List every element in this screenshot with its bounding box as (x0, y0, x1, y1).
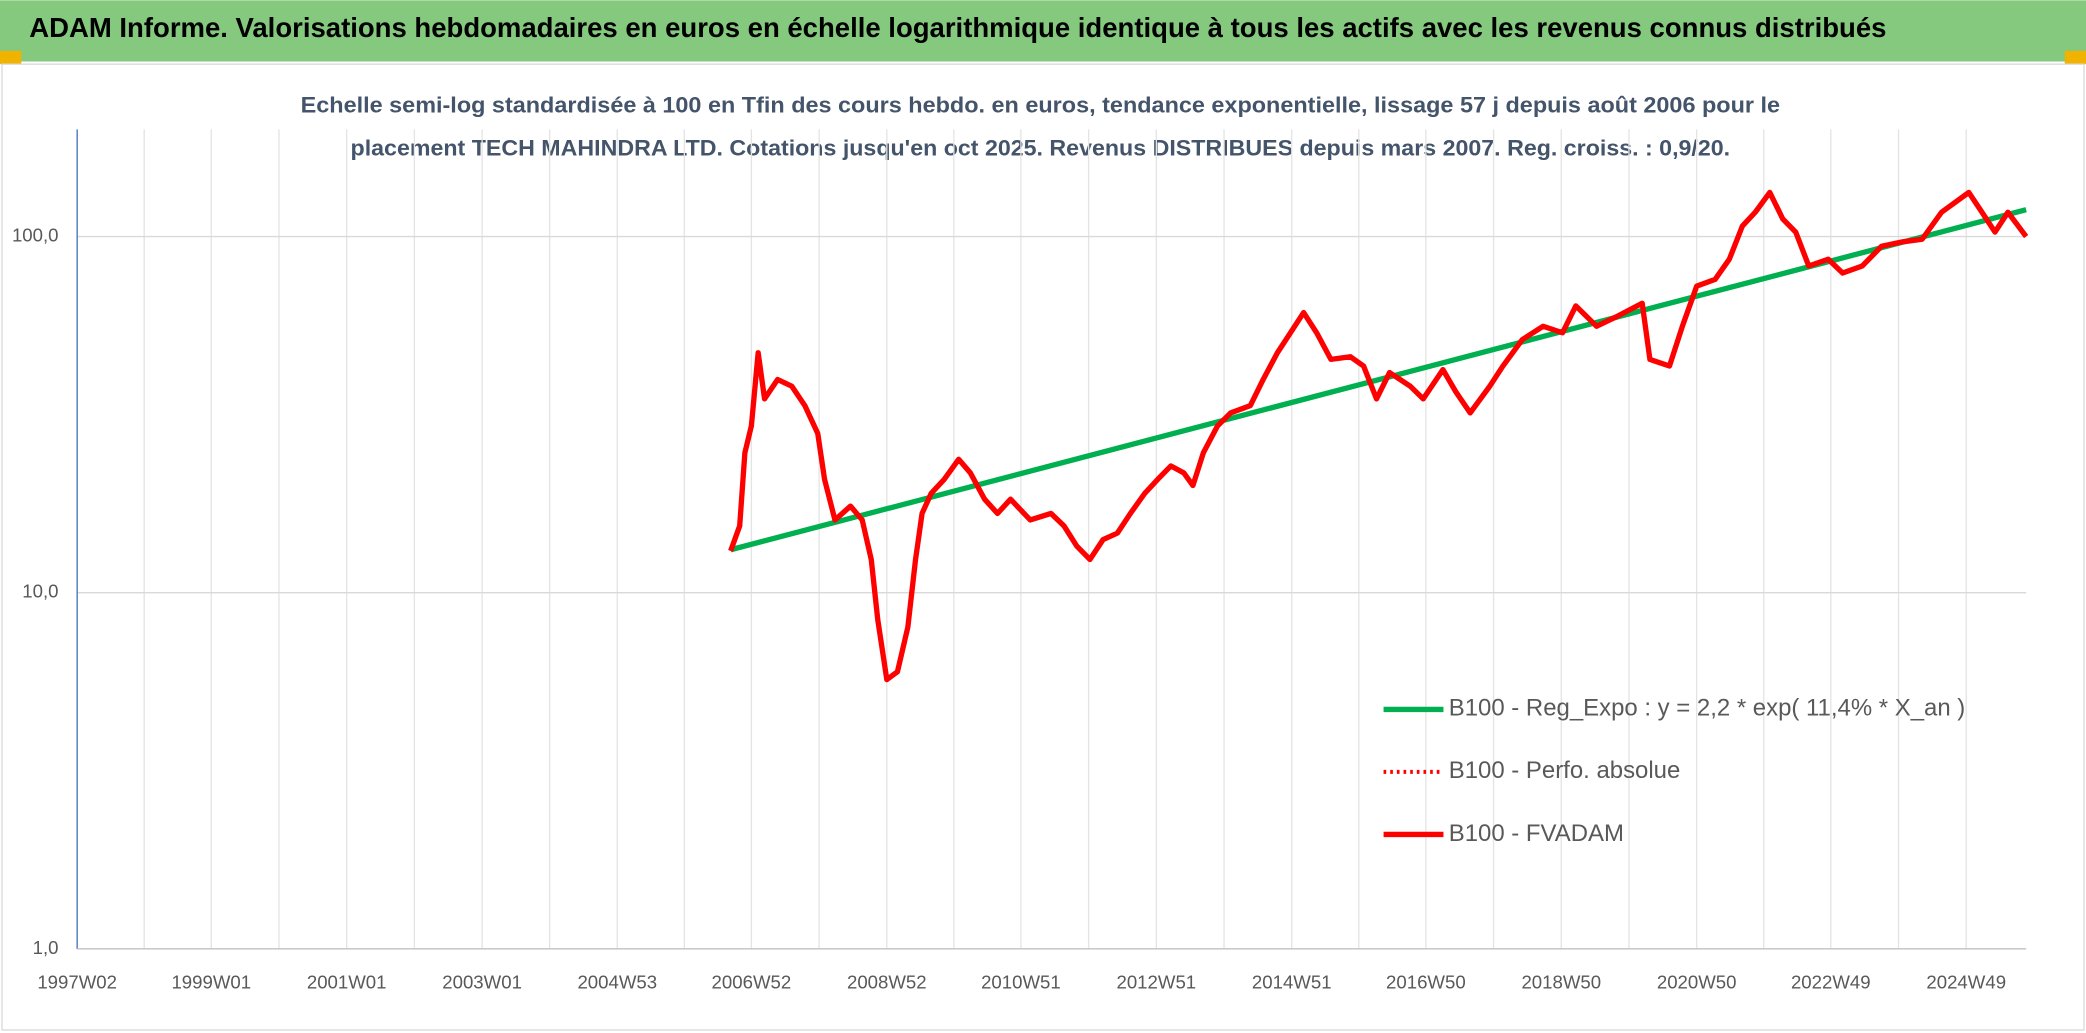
x-tick-label: 2020W50 (1657, 971, 1737, 992)
y-tick-label: 10,0 (22, 581, 58, 602)
grid: 1997W02 1999W01 2001W01 2003W01 2004W53 2006W… (12, 129, 2027, 992)
x-tick-label: 2003W01 (442, 971, 522, 992)
series-line (728, 189, 2029, 683)
x-tick-label: 2004W53 (577, 971, 657, 992)
x-tick-label: 2012W51 (1116, 971, 1196, 992)
y-tick-label: 100,0 (12, 224, 59, 245)
legend-label: B100 - Reg_Expo : y = 2,2 * exp( 11,4% *… (1449, 695, 1966, 722)
x-tick-label: 2018W50 (1521, 971, 1601, 992)
x-tick-label: 1997W02 (37, 971, 117, 992)
x-tick-label: 2010W51 (981, 971, 1061, 992)
chart-area (1, 63, 2085, 1031)
chart-title: ADAM Informe. Valorisations hebdomadaire… (29, 12, 1886, 43)
x-tick-label: 2006W52 (712, 971, 792, 992)
y-tick-label: 1,0 (33, 937, 59, 958)
x-tick-label: 2014W51 (1252, 971, 1332, 992)
corner (2064, 50, 2086, 65)
legend: B100 - Reg_Expo : y = 2,2 * exp( 11,4% *… (1383, 695, 1966, 847)
corner (0, 50, 22, 65)
x-tick-label: 2001W01 (307, 971, 387, 992)
legend-label: B100 - FVADAM (1449, 820, 1624, 847)
legend-label: B100 - Perfo. absolue (1449, 757, 1681, 784)
x-tick-label: 2016W50 (1386, 971, 1466, 992)
x-tick-label: 2024W49 (1926, 971, 2006, 992)
x-tick-label: 2022W49 (1791, 971, 1871, 992)
plot (728, 189, 2029, 683)
header-bar (0, 0, 2086, 62)
x-tick-label: 1999W01 (171, 971, 251, 992)
chart-subtitle: placement TECH MAHINDRA LTD. Cotations j… (351, 135, 1731, 160)
x-tick-label: 2008W52 (847, 971, 927, 992)
chart-subtitle: Echelle semi-log standardisée à 100 en T… (301, 93, 1780, 118)
